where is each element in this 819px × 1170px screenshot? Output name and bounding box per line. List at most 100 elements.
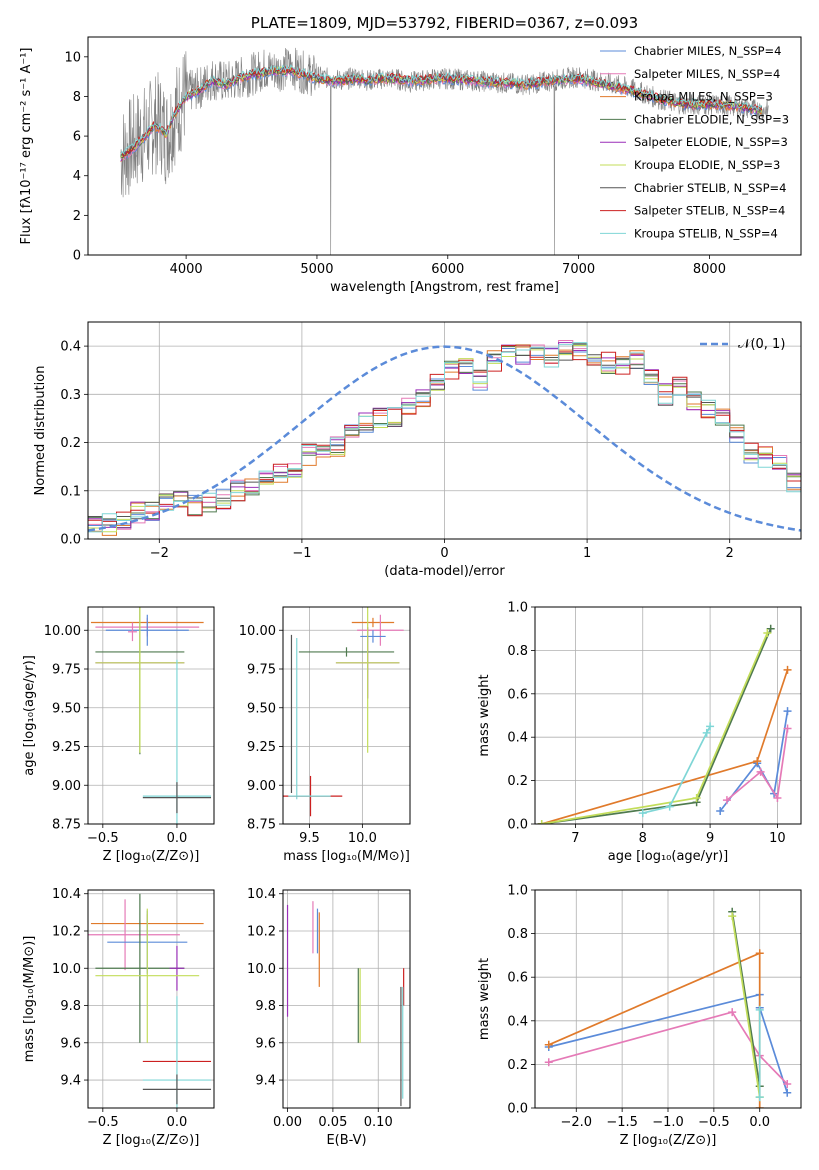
series-marker bbox=[544, 1040, 553, 1049]
y-tick-label: 10.2 bbox=[247, 924, 276, 939]
x-tick-label: 7 bbox=[571, 831, 579, 846]
y-tick-label: 10.0 bbox=[52, 962, 81, 977]
legend-label: Salpeter MILES, N_SSP=4 bbox=[634, 67, 780, 81]
series-marker bbox=[716, 806, 725, 815]
x-tick-label: 10 bbox=[769, 831, 786, 846]
series-line-kroupa-miles bbox=[541, 669, 789, 824]
x-tick-label: 10.0 bbox=[348, 831, 377, 846]
y-tick-label: 1.0 bbox=[507, 884, 528, 899]
panel-mass-vs-Z: −0.5 0.0 9.4 9.6 9.8 10.0 10.2 10.4 Z [log₁₀(Z/Z… bbox=[22, 887, 215, 1148]
y-tick-label: 10.0 bbox=[247, 962, 276, 977]
y-tick-label: 0.6 bbox=[507, 971, 528, 986]
series-line-kroupa-elodie bbox=[731, 916, 761, 1098]
y-tick-label: 0.2 bbox=[60, 436, 81, 451]
series-marker bbox=[763, 629, 772, 638]
y-tick-label: 9.25 bbox=[247, 740, 276, 755]
panel-spectrum: 4000 5000 6000 7000 8000 0 2 4 6 8 10 wavelength [A… bbox=[19, 14, 802, 295]
plot-frame bbox=[282, 606, 411, 825]
panel-massweight-vs-Z: −2.0 −1.5 −1.0 −0.5 0.0 0.0 0.2 0.4 0.6 0.8 1.0 Z [… bbox=[477, 884, 802, 1148]
series-marker bbox=[728, 912, 737, 921]
x-axis-label: mass [log₁₀(M/M⊙)] bbox=[283, 849, 410, 864]
x-tick-label: 0.0 bbox=[167, 831, 188, 846]
y-tick-label: 9.00 bbox=[247, 779, 276, 794]
series-marker bbox=[783, 707, 792, 716]
x-tick-label: −2 bbox=[150, 546, 169, 561]
legend-label: Salpeter STELIB, N_SSP=4 bbox=[634, 204, 785, 218]
series-marker bbox=[728, 1008, 737, 1017]
panel-age-vs-mass: 9.5 10.0 8.75 9.00 9.25 9.50 9.75 10.00 mass [lo… bbox=[239, 606, 411, 864]
panel-age-vs-Z: −0.5 0.0 8.75 9.00 9.25 9.50 9.75 10.00 Z [log₁₀… bbox=[22, 606, 215, 864]
series-line-salpeter-miles bbox=[726, 728, 789, 801]
y-tick-label: 9.75 bbox=[247, 663, 276, 678]
y-tick-label: 9.25 bbox=[52, 740, 81, 755]
y-axis-label: mass weight bbox=[477, 958, 492, 1040]
x-tick-label: 1 bbox=[583, 546, 591, 561]
chart-title: PLATE=1809, MJD=53792, FIBERID=0367, z=0… bbox=[251, 14, 638, 32]
y-tick-label: 9.75 bbox=[52, 663, 81, 678]
x-axis-label: wavelength [Angstrom, rest frame] bbox=[330, 280, 559, 295]
y-axis-label: Normed distribution bbox=[33, 366, 48, 496]
plot-frame bbox=[534, 889, 802, 1109]
y-tick-label: 0.3 bbox=[60, 388, 81, 403]
series-line-kroupa-miles bbox=[548, 951, 761, 1108]
series-marker bbox=[755, 1093, 764, 1102]
y-axis-label: mass [log₁₀(M/M⊙)] bbox=[22, 936, 37, 1063]
x-tick-label: 0.0 bbox=[749, 1115, 770, 1130]
histogram-kroupa-miles bbox=[88, 345, 801, 536]
y-tick-label: 10.00 bbox=[44, 624, 81, 639]
y-tick-label: 4 bbox=[73, 169, 81, 184]
legend-label: Chabrier ELODIE, N_SSP=3 bbox=[634, 112, 789, 126]
series-marker bbox=[722, 796, 731, 805]
y-tick-label: 9.4 bbox=[60, 1074, 81, 1089]
histogram-chabrier-stelib bbox=[88, 343, 801, 526]
y-tick-label: 10.4 bbox=[247, 887, 276, 902]
x-tick-label: −0.5 bbox=[698, 1115, 730, 1130]
x-axis-label: Z [log₁₀(Z/Z⊙)] bbox=[103, 849, 200, 864]
x-tick-label: 4000 bbox=[170, 262, 203, 277]
y-tick-label: 10 bbox=[64, 50, 81, 65]
y-tick-label: 1.0 bbox=[507, 601, 528, 616]
x-tick-label: −1 bbox=[292, 546, 311, 561]
series-line-salpeter-miles bbox=[548, 1011, 788, 1085]
plot-frame bbox=[87, 36, 802, 256]
y-tick-label: 6 bbox=[73, 130, 81, 145]
y-tick-label: 10.4 bbox=[52, 887, 81, 902]
x-tick-label: 0.10 bbox=[364, 1115, 393, 1130]
y-tick-label: 9.50 bbox=[52, 701, 81, 716]
legend-label: Kroupa STELIB, N_SSP=4 bbox=[634, 226, 778, 240]
y-tick-label: 0.2 bbox=[507, 1058, 528, 1073]
y-tick-label: 9.6 bbox=[255, 1036, 276, 1051]
series-marker bbox=[544, 1058, 553, 1067]
y-tick-label: 9.4 bbox=[255, 1074, 276, 1089]
plot-frame bbox=[534, 606, 802, 825]
plot-frame bbox=[282, 889, 411, 1109]
x-tick-label: 2 bbox=[726, 546, 734, 561]
series-marker bbox=[756, 767, 765, 776]
series-marker bbox=[706, 722, 715, 731]
x-axis-label: Z [log₁₀(Z/Z⊙)] bbox=[103, 1133, 200, 1148]
x-tick-label: 0.0 bbox=[167, 1115, 188, 1130]
series-marker bbox=[783, 665, 792, 674]
series-marker bbox=[702, 728, 711, 737]
plot-frame bbox=[87, 321, 802, 540]
x-axis-label: (data-model)/error bbox=[384, 564, 505, 579]
legend-label: Chabrier STELIB, N_SSP=4 bbox=[634, 181, 786, 195]
legend-label: 𝒩(0, 1) bbox=[738, 337, 785, 352]
series-marker bbox=[537, 820, 546, 824]
y-tick-label: 0.1 bbox=[60, 484, 81, 499]
series-marker bbox=[773, 793, 782, 802]
series-marker bbox=[638, 809, 647, 818]
x-tick-label: 0.00 bbox=[273, 1115, 302, 1130]
x-tick-label: 0.05 bbox=[318, 1115, 347, 1130]
y-axis-label: age [log₁₀(age/yr)] bbox=[22, 655, 37, 776]
y-tick-label: 9.8 bbox=[255, 999, 276, 1014]
series-marker bbox=[665, 802, 674, 811]
panel-residuals: −2 −1 0 1 2 0.0 0.1 0.2 0.3 0.4 (data-model)/error… bbox=[33, 321, 802, 579]
x-tick-label: 0 bbox=[440, 546, 448, 561]
plot-frame bbox=[87, 606, 215, 825]
y-tick-label: 0.6 bbox=[507, 687, 528, 702]
y-tick-label: 2 bbox=[73, 209, 81, 224]
y-axis-label: Flux [fλ10⁻¹⁷ erg cm⁻² s⁻¹ A⁻¹] bbox=[19, 48, 34, 245]
x-tick-label: 8 bbox=[639, 831, 647, 846]
y-tick-label: 0.8 bbox=[507, 927, 528, 942]
